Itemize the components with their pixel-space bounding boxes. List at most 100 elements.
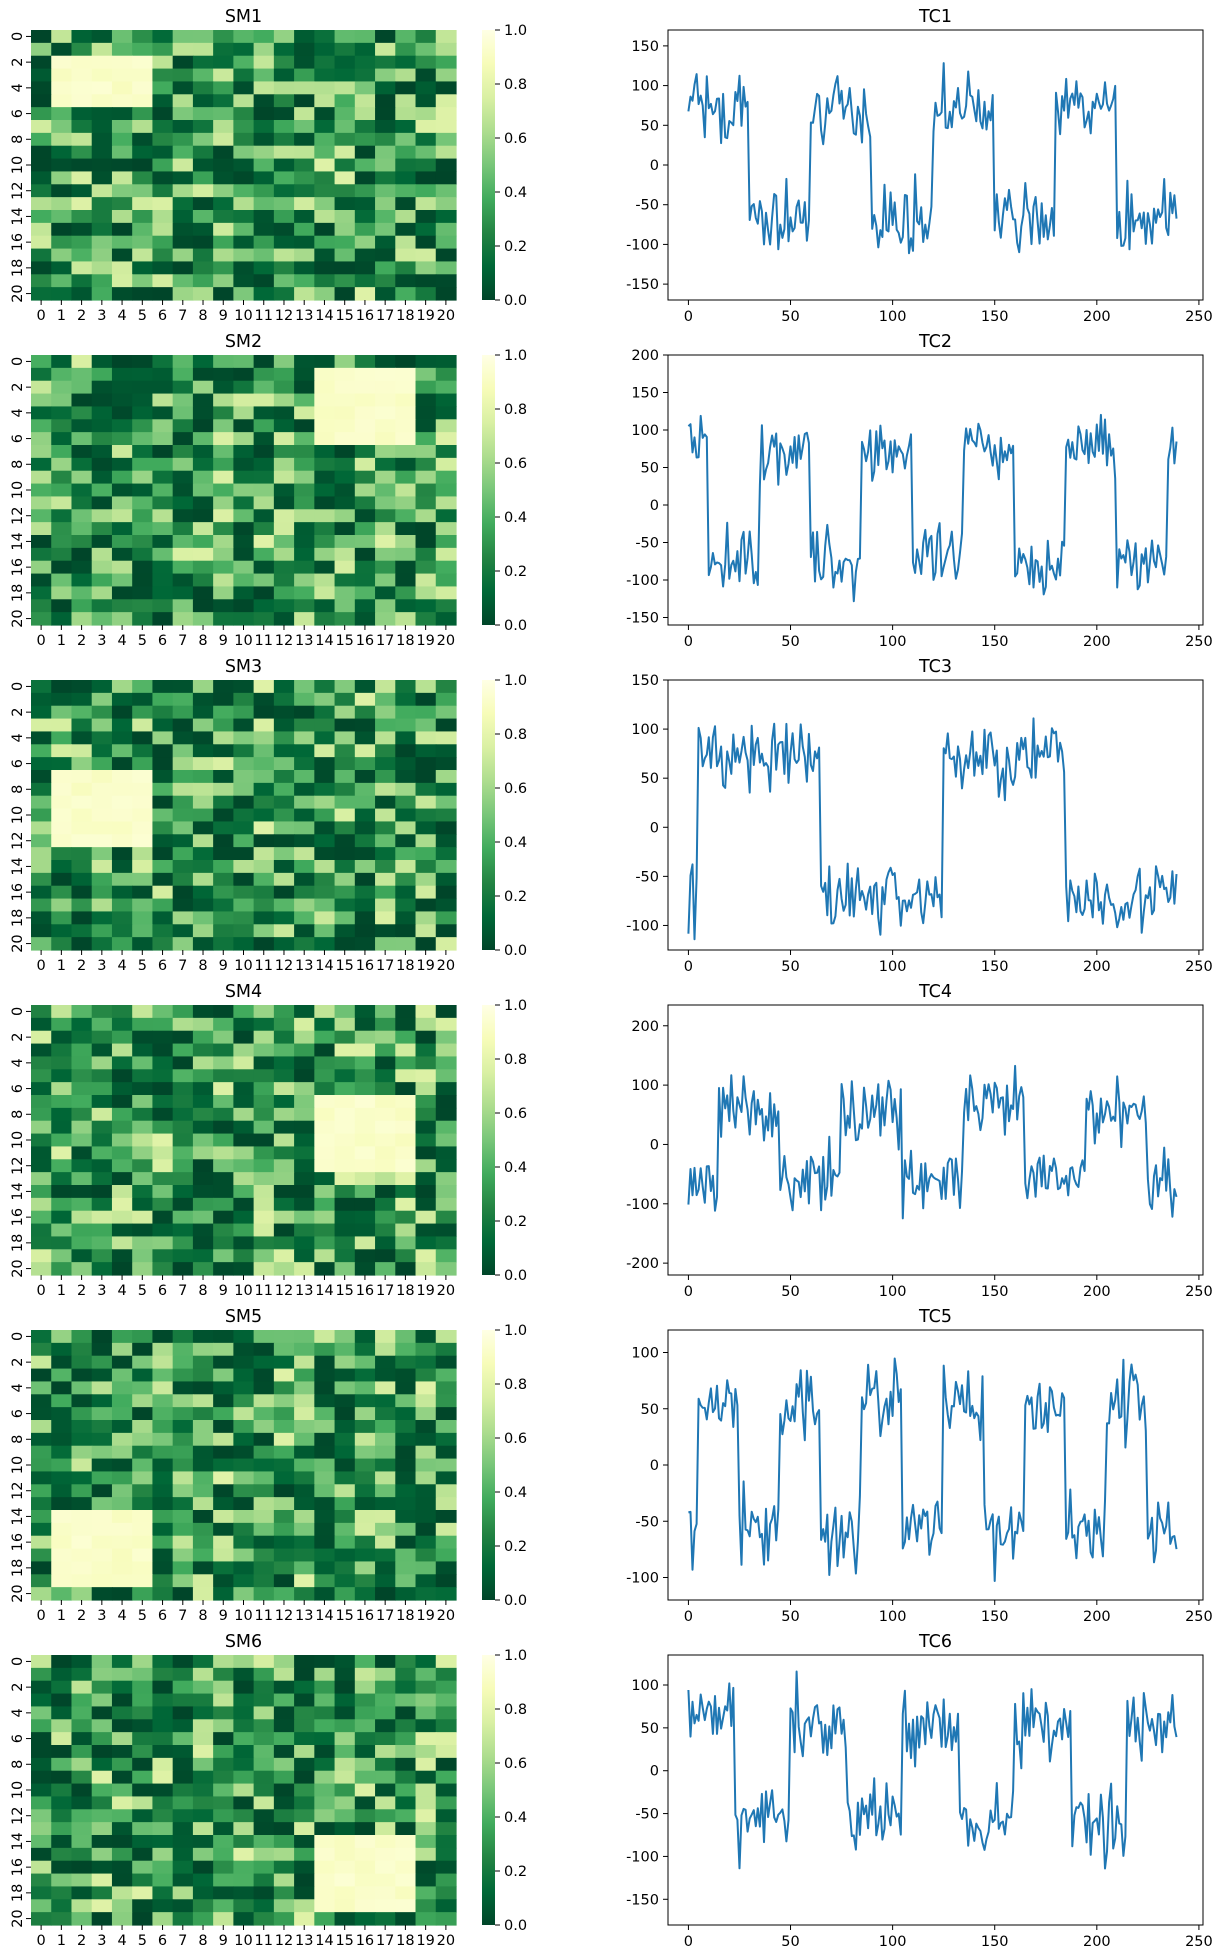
heatmap-cell — [51, 1017, 73, 1032]
heatmap-cell — [314, 1693, 336, 1708]
heatmap-cell — [435, 1886, 457, 1900]
heatmap-cell — [294, 1249, 315, 1263]
heatmap-cell — [273, 680, 295, 694]
x-tick-label: 6 — [158, 633, 167, 649]
heatmap-cell — [111, 911, 133, 925]
heatmap-cell — [273, 560, 295, 575]
heatmap-cell — [435, 1783, 457, 1798]
heatmap-cell — [294, 937, 315, 951]
heatmap-cell — [91, 457, 113, 472]
heatmap-cell — [172, 261, 194, 275]
heatmap-cell — [192, 235, 214, 250]
y-tick-label: 100 — [631, 423, 659, 439]
heatmap-cell — [233, 81, 255, 95]
heatmap-cell — [91, 171, 113, 185]
y-tick-label: 150 — [631, 39, 659, 55]
heatmap-cell — [172, 1432, 194, 1447]
heatmap-cell — [273, 1368, 295, 1383]
heatmap-cell — [152, 287, 174, 301]
heatmap-cell — [111, 1912, 133, 1926]
heatmap-cell — [435, 573, 457, 588]
heatmap-cell — [435, 1458, 457, 1473]
heatmap-cell — [111, 445, 133, 459]
heatmap-cell — [71, 692, 93, 707]
heatmap-cell — [415, 107, 437, 121]
heatmap-cell — [152, 470, 174, 485]
heatmap-cell — [91, 274, 113, 288]
heatmap-cell — [172, 1510, 194, 1524]
heatmap-cell — [172, 1886, 194, 1900]
heatmap-cell — [51, 393, 73, 408]
heatmap-cell — [354, 1342, 376, 1357]
heatmap-cell — [375, 757, 396, 771]
y-tick-label: 4 — [10, 1708, 26, 1717]
heatmap-cell — [253, 1873, 275, 1888]
heatmap-cell — [395, 1185, 417, 1199]
heatmap-cell — [233, 924, 255, 938]
heatmap-cell — [395, 158, 417, 173]
heatmap-cell — [233, 235, 255, 250]
heatmap-cell — [334, 586, 356, 600]
heatmap-cell — [152, 1548, 174, 1563]
heatmap-cell — [233, 1368, 255, 1383]
x-tick-label: 12 — [275, 1608, 293, 1624]
heatmap-cell — [253, 718, 275, 733]
heatmap-cell — [213, 1432, 234, 1447]
heatmap-cell — [435, 911, 457, 925]
heatmap-cell — [172, 380, 194, 395]
heatmap-cell — [395, 757, 417, 771]
heatmap-cell — [395, 937, 417, 951]
heatmap-cell — [172, 522, 194, 536]
heatmap-cell — [375, 1381, 396, 1395]
heatmap-cell — [31, 509, 52, 523]
heatmap-cell — [111, 1210, 133, 1225]
heatmap-cell — [354, 1381, 376, 1395]
heatmap-cell — [31, 1809, 52, 1823]
heatmap-cell — [91, 692, 113, 707]
heatmap-cell — [334, 222, 356, 237]
heatmap-cell — [415, 1394, 437, 1408]
heatmap-cell — [152, 197, 174, 211]
heatmap-cell — [172, 770, 194, 784]
heatmap-cell — [354, 1732, 376, 1746]
heatmap-cell — [334, 1262, 356, 1276]
heatmap-cell — [51, 457, 73, 472]
heatmap-cell — [31, 1172, 52, 1186]
heatmap-cell — [152, 1655, 174, 1669]
heatmap-cell — [435, 1745, 457, 1759]
x-tick-label: 19 — [416, 308, 434, 324]
heatmap-cell — [273, 235, 295, 250]
heatmap-cell — [111, 1847, 133, 1862]
heatmap-cell — [71, 1484, 93, 1498]
heatmap-cell — [71, 1655, 93, 1669]
heatmap-cell — [71, 1873, 93, 1888]
heatmap-cell — [192, 535, 214, 549]
heatmap-cell — [435, 1355, 457, 1370]
heatmap-cell — [172, 1719, 194, 1733]
x-tick-label: 13 — [295, 308, 313, 324]
heatmap-cell — [91, 1732, 113, 1746]
heatmap-cell — [395, 248, 417, 263]
heatmap-cell — [253, 81, 275, 95]
heatmap-cell — [51, 42, 73, 57]
heatmap-cell — [51, 757, 73, 771]
heatmap-cell — [152, 782, 174, 797]
heatmap-cell — [192, 1497, 214, 1511]
heatmap-cell — [132, 509, 154, 523]
heatmap-cell — [354, 1835, 376, 1849]
heatmap-cell — [132, 1783, 154, 1798]
heatmap-cell — [152, 483, 174, 498]
heatmap-cell — [132, 1120, 154, 1135]
heatmap-cell — [314, 522, 336, 536]
heatmap-cell — [192, 1069, 214, 1083]
heatmap-cell — [233, 599, 255, 613]
heatmap-cell — [111, 1655, 133, 1669]
heatmap-cell — [71, 1069, 93, 1083]
heatmap-cell — [334, 30, 356, 44]
heatmap-cell — [51, 197, 73, 211]
x-tick-label: 2 — [77, 308, 86, 324]
heatmap-cell — [375, 1249, 396, 1263]
heatmap-cell — [71, 261, 93, 275]
heatmap-cell — [192, 470, 214, 485]
x-tick-label: 9 — [219, 308, 228, 324]
